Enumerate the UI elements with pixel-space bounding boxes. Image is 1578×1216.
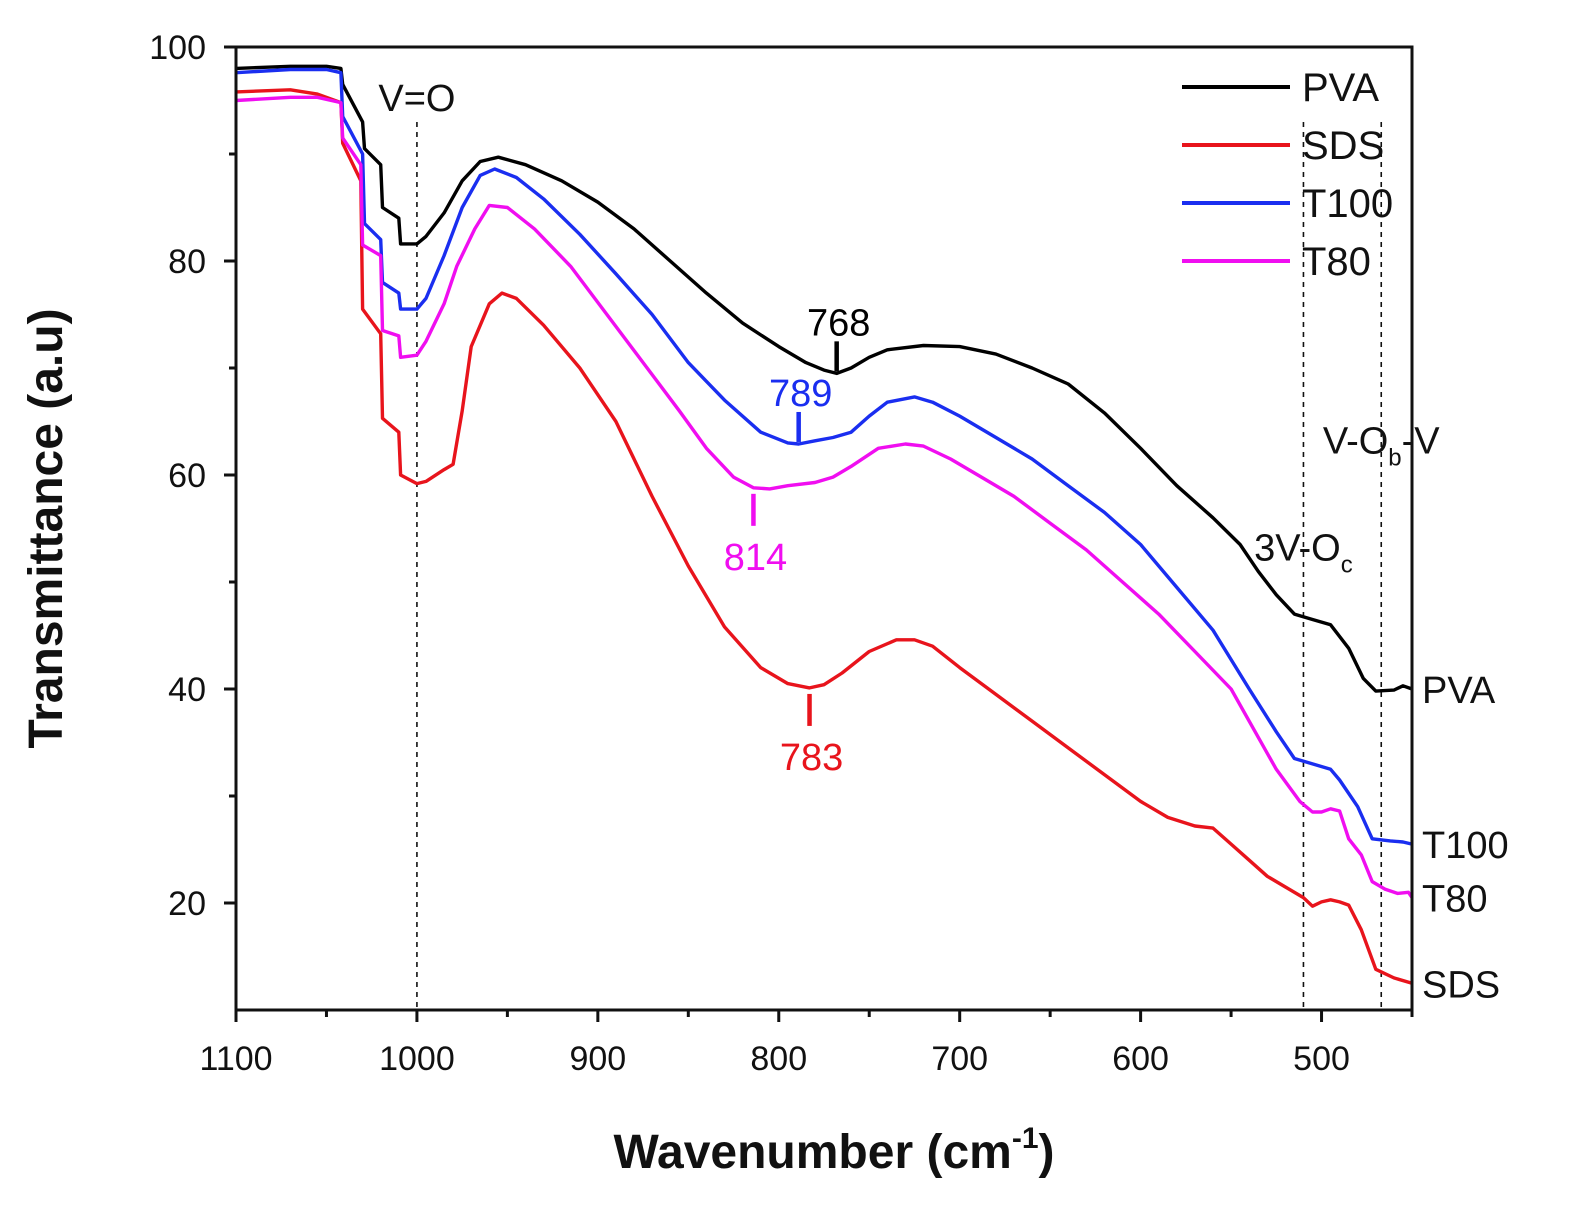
y-tick-label: 80	[168, 243, 206, 281]
band-label-main: V-O	[1323, 421, 1388, 463]
series-line-pva	[235, 64, 1413, 693]
x-tick-label: 600	[1112, 1040, 1169, 1078]
series-line-t80	[235, 95, 1414, 899]
x-tick-label: 1000	[379, 1040, 455, 1078]
end-label-t80: T80	[1422, 879, 1487, 921]
y-tick-label: 60	[168, 457, 206, 495]
x-axis-title-main: Wavenumber (cm	[614, 1126, 1012, 1179]
x-tick-label: 700	[931, 1040, 988, 1078]
series-end-labels: PVA SDS T100 T80	[1422, 670, 1509, 1006]
plot-frame	[234, 45, 1414, 1012]
x-tick-label: 900	[569, 1040, 626, 1078]
band-label-main: 3V-O	[1254, 528, 1341, 570]
series-line-sds	[235, 88, 1413, 985]
series-lines	[235, 64, 1414, 985]
y-tick-label: 20	[168, 885, 206, 923]
x-axis-title-sup: -1	[1012, 1122, 1039, 1155]
y-tick-label: 40	[168, 671, 206, 709]
legend-label-t100: T100	[1302, 182, 1393, 226]
axis-ticks: 1100 1000 900 800 700 600 500 20 40 60 80 100	[149, 29, 1414, 1078]
end-label-pva: PVA	[1422, 670, 1496, 712]
y-tick-label: 100	[149, 29, 206, 67]
band-label-sub: c	[1341, 552, 1353, 579]
x-tick-label: 1100	[199, 1040, 272, 1078]
band-label-main: V=O	[378, 78, 455, 120]
band-label-1: 3V-Oc	[1254, 528, 1353, 579]
x-axis-title-close: )	[1039, 1126, 1055, 1179]
series-line-t100	[235, 67, 1413, 846]
band-label-2: V-Ob-V	[1323, 421, 1440, 472]
peak-label-789: 789	[769, 373, 832, 415]
end-label-sds: SDS	[1422, 964, 1500, 1006]
band-labels: V=O 3V-Oc V-Ob-V	[378, 78, 1440, 578]
y-axis-title: Transmittance (a.u)	[20, 308, 73, 748]
legend-label-sds: SDS	[1302, 124, 1384, 168]
end-label-t100: T100	[1422, 825, 1509, 867]
peak-label-814: 814	[724, 537, 787, 579]
legend: PVA SDS T100 T80	[1182, 66, 1393, 284]
reference-lines	[416, 122, 1383, 1010]
legend-label-pva: PVA	[1302, 66, 1379, 110]
band-label-tail: -V	[1402, 421, 1441, 463]
x-tick-label: 800	[750, 1040, 807, 1078]
band-label-0: V=O	[378, 78, 455, 120]
peak-label-783: 783	[780, 737, 843, 779]
x-tick-label: 500	[1293, 1040, 1350, 1078]
peak-label-768: 768	[807, 302, 870, 344]
peak-annotations: 768 789 814 783	[724, 302, 871, 779]
band-label-sub: b	[1388, 445, 1401, 472]
legend-label-t80: T80	[1302, 240, 1371, 284]
x-axis-title: Wavenumber (cm-1)	[614, 1122, 1055, 1179]
